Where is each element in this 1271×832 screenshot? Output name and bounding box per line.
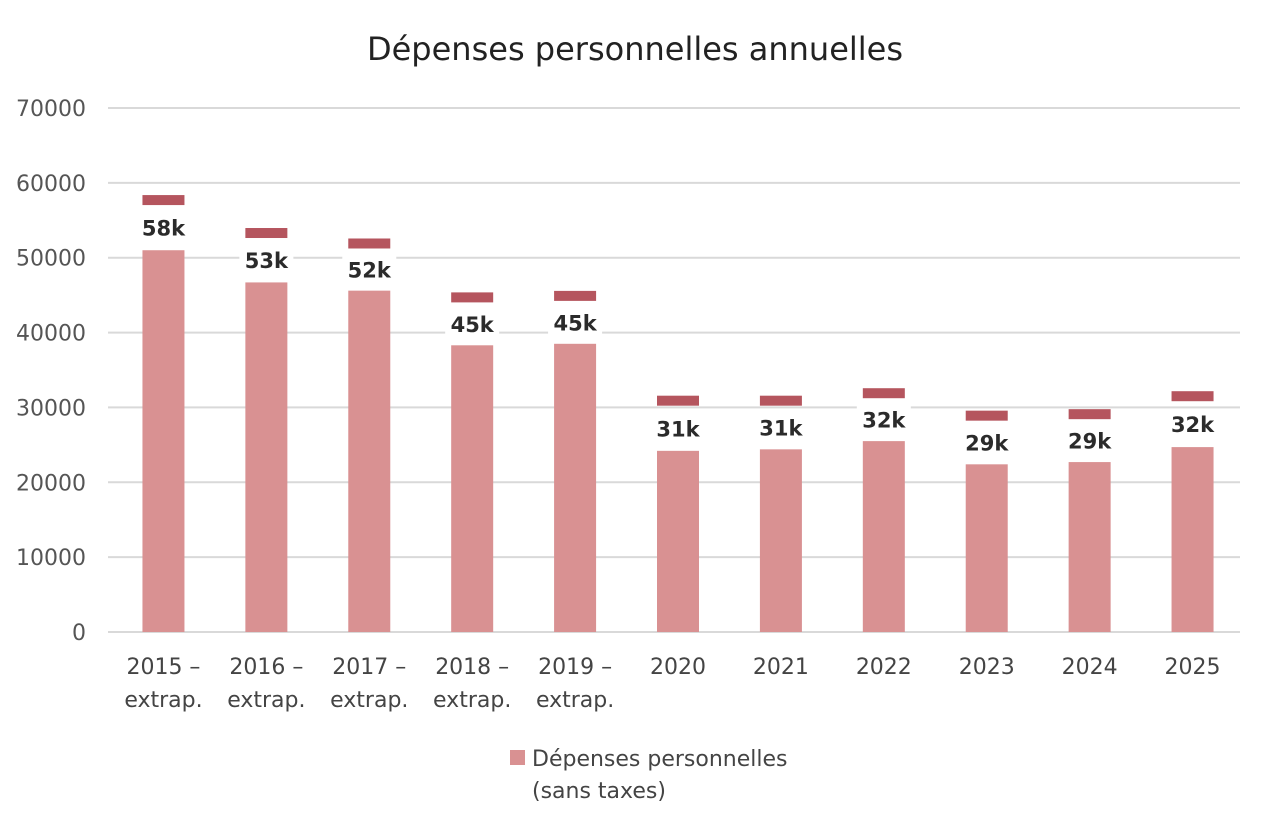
legend-label-line-2: (sans taxes) [532,779,666,804]
y-tick-label: 60000 [16,172,86,197]
bar-top-marker [1171,391,1214,402]
data-label: 29k [1068,430,1112,454]
x-tick-label-line: extrap. [536,688,614,713]
y-axis-ticks: 0 10000 20000 30000 40000 50000 60000 70000 [16,97,86,646]
data-label-background [445,308,500,337]
bar [554,343,597,632]
bar-top-marker [451,292,494,303]
data-label: 58k [142,217,186,241]
data-label: 45k [553,311,597,335]
bar [759,449,802,632]
data-label: 45k [451,313,495,337]
data-label: 32k [862,409,906,433]
data-label: 32k [1171,413,1215,437]
bar-top-marker [965,410,1008,421]
bar [348,290,391,632]
legend-label: Dépenses personnelles (sans taxes) [532,747,794,804]
data-label: 29k [965,431,1009,455]
y-tick-label: 10000 [16,546,86,571]
data-label-background [959,427,1014,456]
bars: 58k 53k 52k 45k 45k 31k 31k 32k 29k 29k 32k [136,195,1220,632]
bar-top-marker [348,238,391,249]
x-tick-label: 2018 – extrap. [433,655,511,713]
y-tick-label: 40000 [16,322,86,347]
x-axis-ticks: 2015 – extrap.2016 – extrap.2017 – extrap.2… [124,655,1220,713]
x-tick-label-line: extrap. [433,688,511,713]
x-tick-label-line: extrap. [124,688,202,713]
data-label-background [753,412,808,441]
x-tick-label: 2019 – extrap. [536,655,614,713]
y-tick-label: 70000 [16,97,86,122]
bar-top-marker [862,388,905,399]
x-tick-label: 2021 [753,655,809,680]
x-tick-label-line: 2020 [650,655,706,680]
x-tick-label-line: 2019 – [538,655,612,680]
bar [142,250,185,632]
x-tick-label: 2015 – extrap. [124,655,202,713]
x-tick-label-line: 2021 [753,655,809,680]
y-tick-label: 0 [72,621,86,646]
x-tick-label-line: 2022 [856,655,912,680]
x-tick-label: 2016 – extrap. [227,655,305,713]
x-tick-label: 2020 [650,655,706,680]
chart-title: Dépenses personnelles annuelles [367,30,903,68]
bar [451,345,494,632]
legend: Dépenses personnelles (sans taxes) [510,747,794,804]
x-tick-label-line: 2025 [1165,655,1221,680]
bar-top-marker [142,195,185,206]
x-tick-label-line: 2023 [959,655,1015,680]
legend-label-line-1: Dépenses personnelles [532,747,787,772]
bar-top-marker [554,290,597,301]
data-label-background [136,212,191,241]
bar [862,441,905,632]
data-label: 31k [759,417,803,441]
data-label-background [651,413,705,442]
data-label-background [342,254,397,283]
x-tick-label-line: extrap. [227,688,305,713]
data-label: 31k [656,417,700,441]
bar [245,282,288,632]
data-label-background [548,307,603,336]
bar-top-marker [1068,409,1111,420]
y-tick-label: 30000 [16,396,86,421]
data-label-background [856,404,911,433]
legend-swatch [510,750,525,765]
x-tick-label: 2017 – extrap. [330,655,408,713]
data-label: 53k [245,249,289,273]
bar-top-marker [759,395,802,406]
y-tick-label: 20000 [16,471,86,496]
x-tick-label-line: extrap. [330,688,408,713]
x-tick-label-line: 2017 – [332,655,406,680]
bar [1171,447,1214,632]
bar-top-marker [245,228,288,239]
data-label-background [1165,409,1220,438]
bar-top-marker [657,395,699,406]
x-tick-label: 2022 [856,655,912,680]
x-tick-label-line: 2024 [1062,655,1118,680]
data-label: 52k [348,259,392,283]
data-label-background [1062,425,1117,454]
bar [965,464,1008,632]
y-tick-label: 50000 [16,247,86,272]
x-tick-label-line: 2016 – [229,655,303,680]
x-tick-label: 2024 [1062,655,1118,680]
x-tick-label: 2023 [959,655,1015,680]
data-label-background [239,245,294,274]
x-tick-label: 2025 [1165,655,1221,680]
bar [657,450,699,632]
bar [1068,462,1111,632]
x-tick-label-line: 2018 – [435,655,509,680]
x-tick-label-line: 2015 – [126,655,200,680]
